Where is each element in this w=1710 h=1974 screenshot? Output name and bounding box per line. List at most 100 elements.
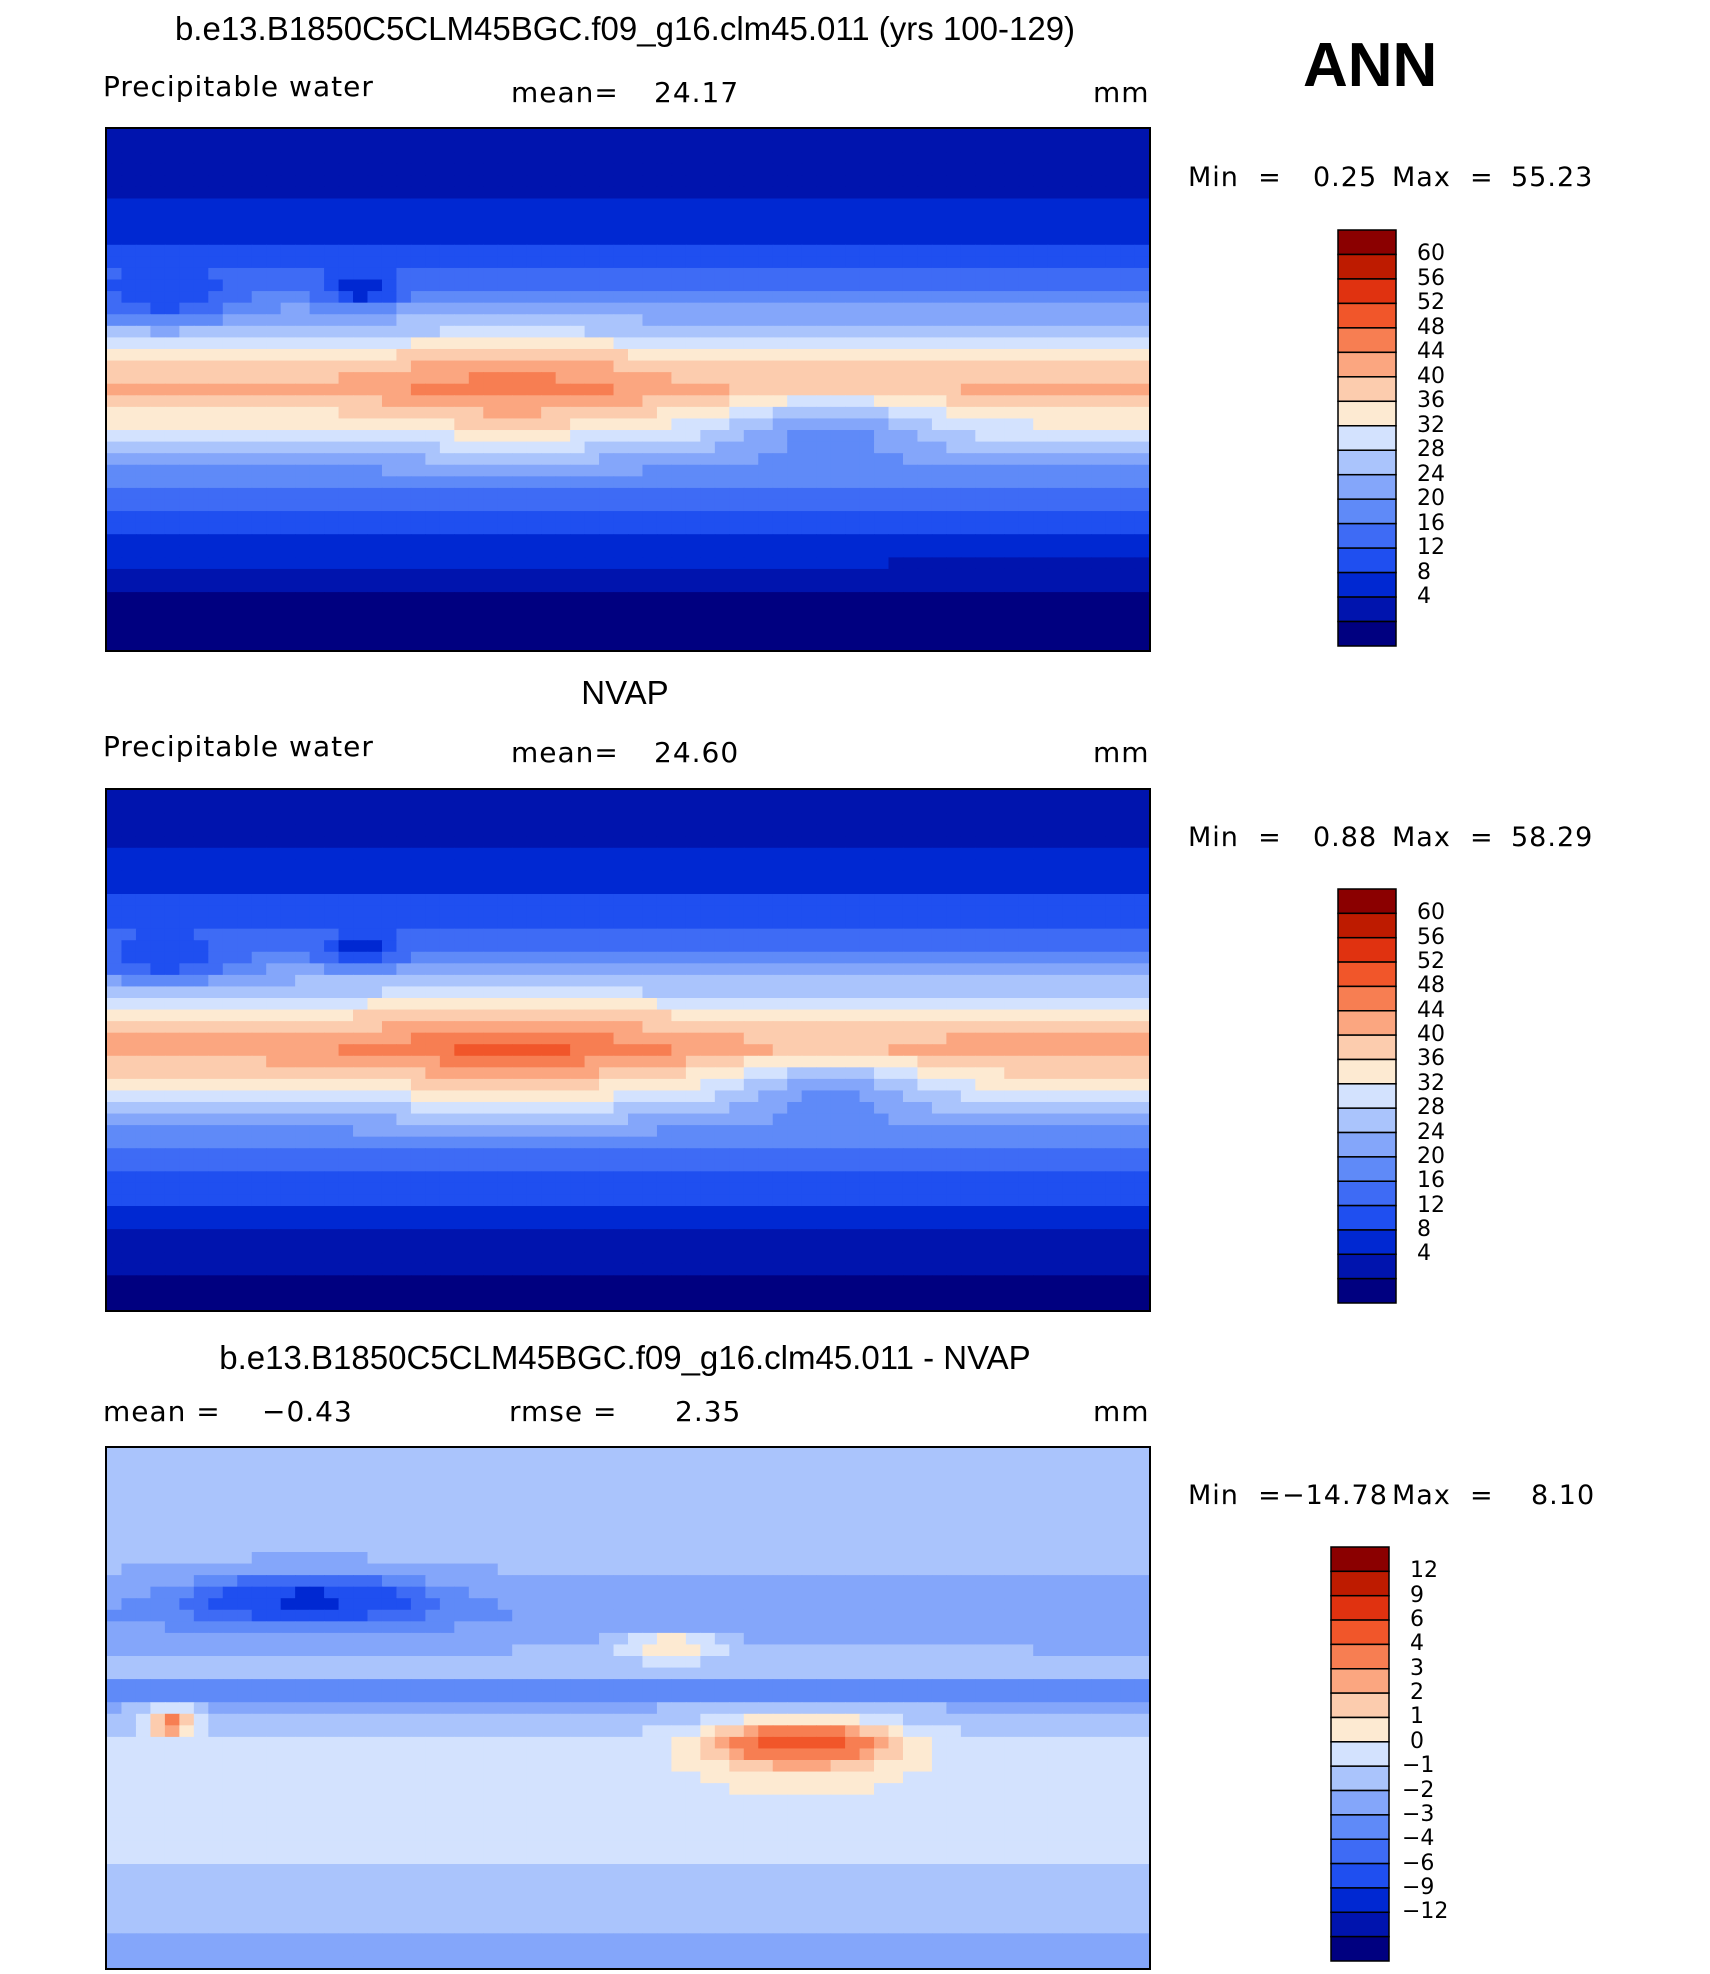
map-cell xyxy=(975,615,991,628)
map-cell xyxy=(700,325,716,338)
map-cell xyxy=(135,325,152,338)
map-cell xyxy=(454,615,470,628)
map-cell xyxy=(816,511,832,524)
map-cell xyxy=(1004,836,1020,849)
map-cell xyxy=(324,940,340,953)
map-cell xyxy=(570,824,586,837)
map-cell xyxy=(845,974,861,988)
map-cell xyxy=(1076,348,1092,362)
map-cell xyxy=(483,801,499,814)
map-cell xyxy=(425,129,441,142)
map-cell xyxy=(946,1009,962,1022)
map-cell xyxy=(439,580,455,593)
map-cell xyxy=(628,476,644,489)
map-cell xyxy=(599,580,615,593)
map-cell xyxy=(685,905,701,918)
map-cell xyxy=(309,418,325,431)
map-cell xyxy=(483,998,499,1011)
map-cell xyxy=(121,894,137,907)
map-cell xyxy=(107,522,123,535)
map-cell xyxy=(179,291,195,304)
map-cell xyxy=(599,511,615,524)
map-cell xyxy=(468,464,484,477)
map-cell xyxy=(570,615,586,628)
map-cell xyxy=(483,163,499,176)
map-cell xyxy=(1134,360,1149,373)
map-cell xyxy=(787,418,803,431)
map-cell xyxy=(960,626,976,640)
map-cell xyxy=(512,522,528,535)
map-cell xyxy=(685,499,701,512)
map-cell xyxy=(454,917,470,930)
map-cell xyxy=(743,1021,759,1034)
map-cell xyxy=(859,626,875,640)
map-cell xyxy=(642,1055,658,1068)
map-cell xyxy=(121,233,137,246)
map-cell xyxy=(874,476,890,489)
map-cell xyxy=(193,580,209,593)
map-cell xyxy=(295,1032,311,1045)
map-cell xyxy=(324,267,340,281)
map-cell xyxy=(1047,325,1063,338)
map-cell xyxy=(309,499,325,512)
map-cell xyxy=(656,383,673,396)
map-cell xyxy=(425,1044,441,1057)
map-cell xyxy=(179,824,195,837)
map-cell xyxy=(193,1044,209,1057)
map-cell xyxy=(830,302,846,315)
map-cell xyxy=(888,626,904,640)
map-cell xyxy=(107,221,123,234)
map-cell xyxy=(570,882,586,895)
map-cell xyxy=(989,859,1005,872)
map-cell xyxy=(917,859,933,872)
map-cell xyxy=(772,951,788,964)
map-cell xyxy=(222,267,238,281)
map-cell xyxy=(164,928,180,941)
map-cell xyxy=(758,175,774,188)
map-cell xyxy=(266,974,282,988)
map-cell xyxy=(295,568,311,582)
map-cell xyxy=(801,951,817,964)
map-cell xyxy=(497,140,513,153)
map-cell xyxy=(830,348,846,362)
map-cell xyxy=(685,813,701,826)
map-cell xyxy=(1018,233,1034,246)
map-cell xyxy=(425,302,441,315)
map-cell xyxy=(845,314,861,327)
map-cell xyxy=(1076,963,1092,976)
map-cell xyxy=(468,406,484,420)
map-cell xyxy=(222,430,238,443)
map-cell xyxy=(1018,847,1034,860)
map-cell xyxy=(396,1009,412,1022)
map-cell xyxy=(758,568,774,582)
map-cell xyxy=(107,499,123,512)
map-cell xyxy=(859,1044,875,1057)
map-cell xyxy=(526,592,542,605)
map-cell xyxy=(396,626,412,640)
map-cell xyxy=(1018,464,1034,477)
map-cell xyxy=(338,813,354,826)
map-cell xyxy=(656,464,673,477)
map-cell xyxy=(107,348,123,362)
map-cell xyxy=(526,291,542,304)
map-cell xyxy=(1076,603,1092,616)
map-cell xyxy=(801,1009,817,1022)
map-cell xyxy=(570,836,586,849)
map-cell xyxy=(164,951,180,964)
map-cell xyxy=(454,244,470,257)
map-cell xyxy=(758,1021,774,1034)
map-cell xyxy=(1076,1044,1092,1057)
map-cell xyxy=(381,603,398,616)
map-cell xyxy=(295,383,311,396)
map-cell xyxy=(309,267,325,281)
map-cell xyxy=(772,337,788,350)
map-cell xyxy=(410,175,426,188)
map-cell xyxy=(1091,951,1107,964)
map-cell xyxy=(193,348,209,362)
map-cell xyxy=(729,129,745,142)
map-cell xyxy=(367,430,383,443)
map-cell xyxy=(902,928,919,941)
map-cell xyxy=(107,291,123,304)
map-cell xyxy=(1076,790,1092,803)
map-cell xyxy=(1091,859,1107,872)
